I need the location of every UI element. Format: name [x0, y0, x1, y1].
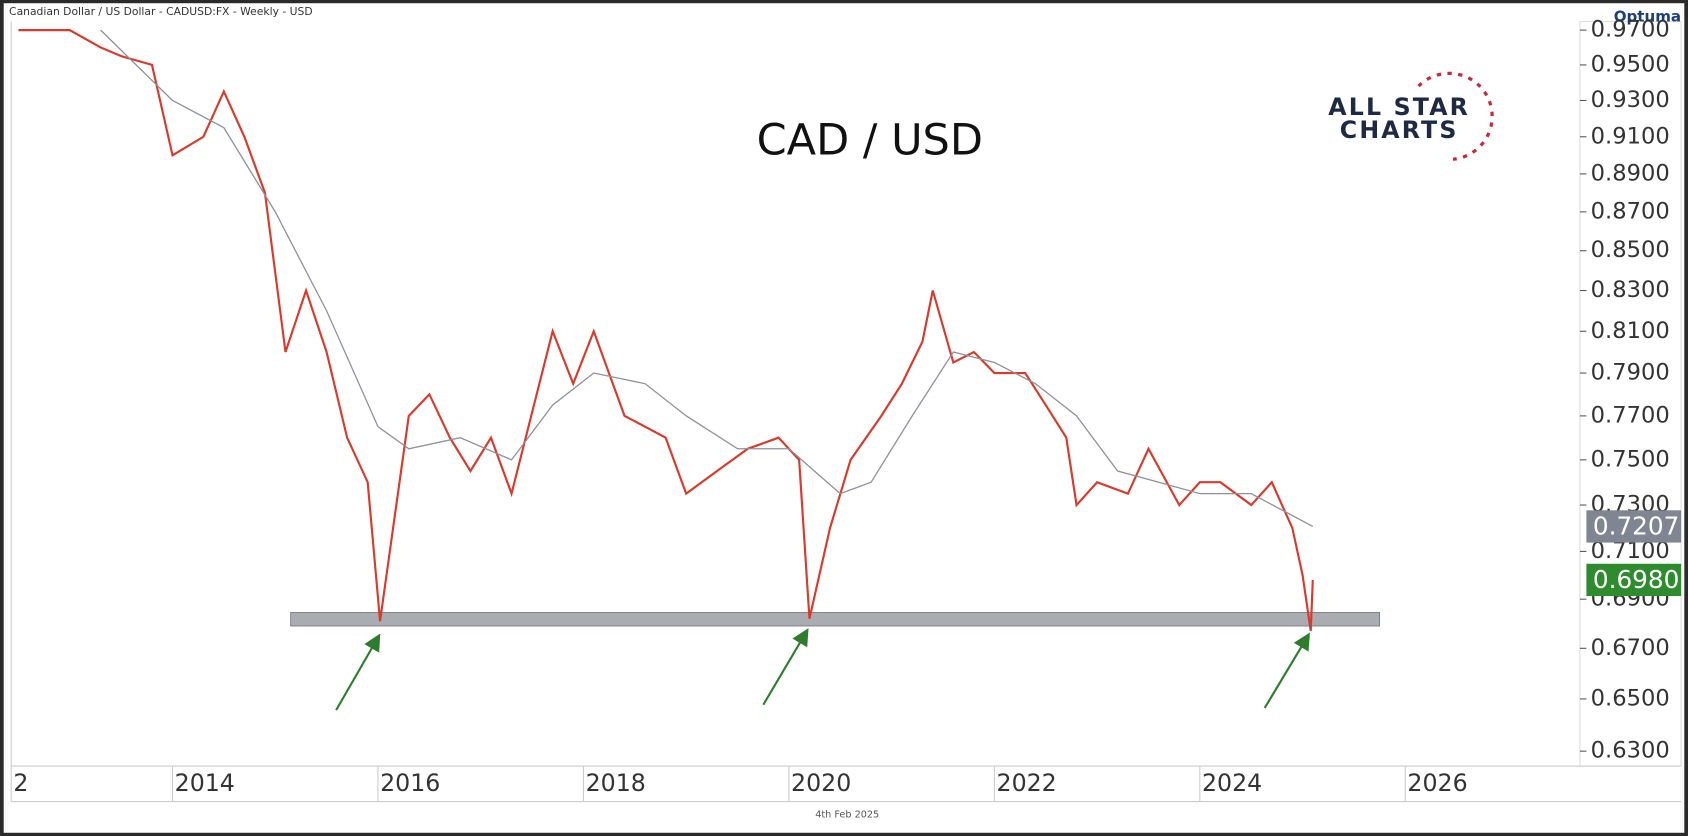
last-value-box [1586, 563, 1682, 597]
y-tick-label: 0.8900 [1591, 160, 1670, 186]
x-tick-label: 2026 [1407, 769, 1467, 797]
frame [3, 3, 1685, 833]
y-tick-label: 0.7500 [1591, 446, 1670, 472]
chart-title: CAD / USD [757, 116, 983, 166]
x-tick-label: 2022 [997, 769, 1057, 797]
y-tick-label: 0.9500 [1591, 51, 1670, 77]
plot [18, 29, 1381, 632]
y-tick-label: 0.9300 [1591, 87, 1670, 113]
x-tick-label: 2024 [1202, 769, 1262, 797]
y-tick-label: 0.6700 [1591, 635, 1670, 661]
arrows [335, 628, 1310, 711]
axes: 0.63000.65000.67000.69000.71000.73000.75… [1579, 17, 1682, 764]
last-value-label: 0.6980 [1593, 565, 1680, 594]
y-axis-panel [1579, 20, 1682, 767]
y-tick-label: 0.8700 [1591, 198, 1670, 224]
arrow [335, 633, 381, 711]
y-tick-label: 0.6500 [1591, 685, 1670, 711]
y-tick-label: 0.6300 [1591, 738, 1670, 764]
y-tick-label: 0.9700 [1591, 17, 1670, 43]
x-tick-label: 2014 [175, 769, 235, 797]
x-tick-label: 2016 [380, 769, 440, 797]
last-value-box [1586, 510, 1682, 543]
moving-average [100, 29, 1314, 528]
y-tick-label: 0.8300 [1591, 277, 1670, 303]
arrow [1263, 632, 1310, 709]
x-tick-label: 2020 [791, 769, 851, 797]
logo-line: CHARTS [1340, 116, 1459, 144]
brand: Optuma [1614, 8, 1681, 26]
arrow [762, 628, 809, 706]
x-tick-label: 2018 [586, 769, 646, 797]
header: Canadian Dollar / US Dollar - CADUSD:FX … [9, 5, 313, 18]
x-tick-label: 2 [13, 769, 28, 797]
price-line [18, 29, 1314, 632]
x-axis: 2 2014 2016 2018 2020 2022 2024 2026 [13, 766, 1468, 802]
logo-line: ALL STAR [1328, 93, 1470, 121]
y-tick-label: 0.7700 [1591, 402, 1670, 428]
y-tick-label: 0.8100 [1591, 318, 1670, 344]
logo-stars [1417, 71, 1494, 161]
y-tick-label: 0.7900 [1591, 360, 1670, 386]
last-value-label: 0.7207 [1593, 512, 1680, 541]
y-tick-label: 0.9100 [1591, 123, 1670, 149]
y-tick-label: 0.8500 [1591, 237, 1670, 263]
footer-date: 4th Feb 2025 [815, 809, 879, 820]
support-band [290, 612, 1381, 627]
